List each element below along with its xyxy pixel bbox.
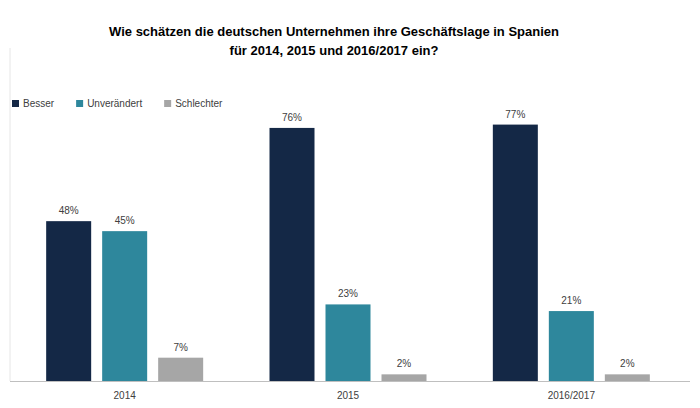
bar [493,125,538,381]
bar [158,358,203,381]
x-tick-label: 2015 [337,390,360,401]
legend-swatch [164,100,171,107]
bar [549,311,594,381]
chart: Besser Unverändert Schlechter 48% 45% 7% 76% 23… [0,0,700,408]
bar [270,128,315,381]
legend-swatch [12,100,19,107]
data-label: 23% [338,288,358,299]
data-label: 45% [115,215,135,226]
data-label: 21% [561,295,581,306]
bar [605,374,650,381]
legend-label: Besser [23,98,55,109]
x-tick-label: 2014 [114,390,137,401]
data-labels: 48% 45% 7% 76% 23% 2% 77% 21% 2% [59,109,635,370]
data-label: 48% [59,205,79,216]
bar [326,304,371,381]
legend-label: Unverändert [87,98,142,109]
data-label: 7% [173,342,188,353]
x-axis-line [10,381,690,382]
bar [102,231,147,381]
data-label: 77% [505,109,525,120]
bar [46,221,91,381]
data-label: 2% [620,358,635,369]
legend-swatch [76,100,83,107]
bars [46,125,650,381]
bar [382,374,427,381]
x-tick-label: 2016/2017 [548,390,596,401]
title: Wie schätzen die deutschen Unternehmen i… [103,22,565,60]
legend-label: Schlechter [175,98,223,109]
data-label: 2% [397,358,412,369]
y-axis-line [10,48,11,381]
data-label: 76% [282,112,302,123]
legend: Besser Unverändert Schlechter [12,98,223,109]
